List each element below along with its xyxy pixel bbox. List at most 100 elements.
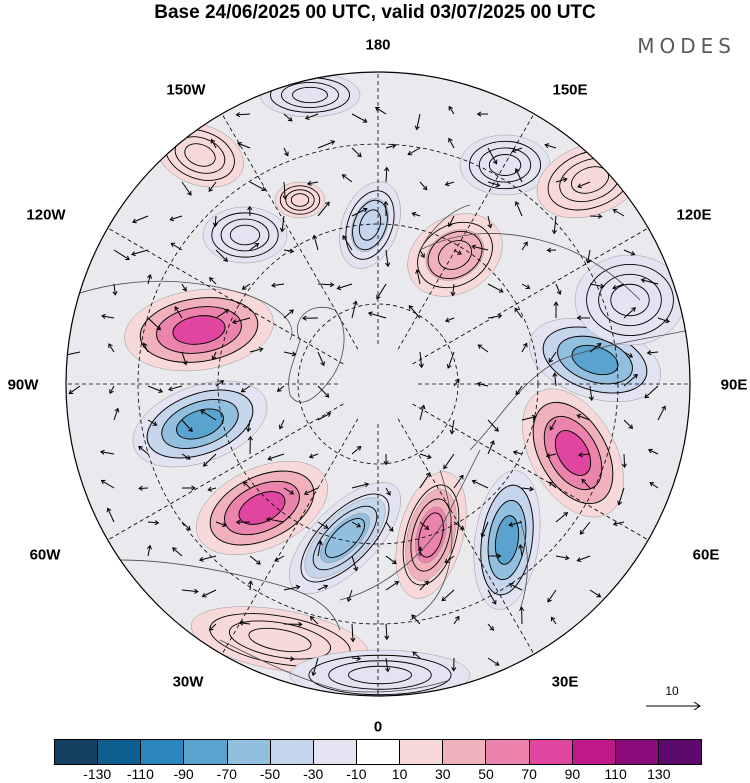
wind-vector xyxy=(589,343,602,353)
wind-vector-head xyxy=(523,241,528,247)
wind-vector-head xyxy=(182,360,188,366)
wind-vector xyxy=(623,453,626,468)
wind-vector-head xyxy=(221,522,227,528)
wind-vector-head xyxy=(563,512,569,517)
wind-vector-head xyxy=(174,306,179,311)
wind-vector xyxy=(555,512,568,523)
circulation-streamline xyxy=(557,335,633,385)
wind-vector xyxy=(170,242,183,251)
wind-vector xyxy=(351,113,368,123)
wind-vector xyxy=(317,140,335,149)
wind-vector-head xyxy=(384,166,390,172)
wind-vector xyxy=(487,440,495,455)
wind-vector xyxy=(512,147,523,152)
colorbar-tick-label: 130 xyxy=(647,766,671,782)
coastline xyxy=(119,559,341,631)
wind-vector-head xyxy=(508,582,514,588)
wind-vector xyxy=(648,449,659,455)
wind-vector-head xyxy=(564,555,570,561)
wind-vector-head xyxy=(114,407,120,413)
wind-vector-head xyxy=(497,313,503,319)
wind-vector xyxy=(587,249,591,263)
wind-vector-head xyxy=(317,540,323,546)
circulation-streamline xyxy=(410,498,452,572)
wind-vector xyxy=(351,555,358,571)
wind-vector-head xyxy=(274,557,280,562)
wind-vector-head xyxy=(494,661,500,666)
circulation-streamline xyxy=(487,499,527,581)
wind-vector xyxy=(385,144,396,149)
wind-vector-head xyxy=(498,288,504,293)
wind-vector-head xyxy=(202,461,208,467)
wind-vector-head xyxy=(138,485,143,491)
negative-anomaly xyxy=(459,134,551,196)
wind-vector-head xyxy=(495,182,501,188)
colorbar-segment xyxy=(270,740,314,764)
wind-vector xyxy=(579,521,591,535)
wind-vector xyxy=(521,241,528,251)
meridian-line xyxy=(221,418,359,655)
coastline xyxy=(469,329,690,451)
wind-vector-head xyxy=(514,200,520,206)
wind-vector-head xyxy=(547,597,552,603)
wind-vector-head xyxy=(454,615,460,621)
wind-vector-head xyxy=(411,211,417,217)
wind-vector-head xyxy=(356,655,362,662)
wind-vector xyxy=(208,181,217,192)
wind-vector-head xyxy=(271,282,276,288)
wind-vector xyxy=(375,107,387,115)
circulation-streamline xyxy=(488,154,522,176)
wind-vector-head xyxy=(551,229,558,235)
wind-vector-head xyxy=(100,449,105,455)
colorbar-tick-label: 70 xyxy=(521,766,537,782)
colorbar-segment xyxy=(486,740,530,764)
wind-vector xyxy=(385,487,391,496)
wind-vector xyxy=(108,343,115,353)
wind-vector xyxy=(271,283,285,287)
wind-vector-head xyxy=(492,159,498,165)
wind-vector-head xyxy=(514,307,520,313)
wind-vector xyxy=(211,139,217,149)
wind-vector xyxy=(549,481,557,489)
circulation-streamline xyxy=(139,297,259,363)
wind-vector xyxy=(376,283,387,299)
wind-vector xyxy=(66,351,81,357)
wind-vector xyxy=(181,419,193,432)
wind-vector xyxy=(209,623,217,631)
wind-vector-head xyxy=(282,195,288,200)
wind-vector-head xyxy=(246,427,252,433)
circulation-streamline xyxy=(469,140,541,190)
wind-vector-head xyxy=(525,284,531,289)
colorbar-segment xyxy=(615,740,659,764)
wind-vector-head xyxy=(238,620,244,626)
wind-vector xyxy=(411,614,421,625)
wind-vector-head xyxy=(508,522,514,527)
wind-vector-head xyxy=(350,637,356,643)
positive-anomaly xyxy=(407,213,503,297)
wind-vector xyxy=(487,147,498,164)
wind-vector xyxy=(545,144,557,149)
wind-vector xyxy=(209,277,217,285)
wind-vector-head xyxy=(631,307,636,312)
wind-vector xyxy=(478,344,489,353)
colorbar-tick-label: -130 xyxy=(83,766,112,782)
wind-vector xyxy=(241,385,251,393)
circulation-streamline xyxy=(532,401,614,505)
wind-vector xyxy=(351,208,368,217)
coastlines xyxy=(66,204,690,693)
wind-vector-head xyxy=(291,351,297,357)
wind-vector-head xyxy=(367,311,373,317)
wind-vector xyxy=(589,283,604,288)
wind-vector-head xyxy=(448,105,454,111)
wind-vector xyxy=(385,581,399,591)
wind-vector xyxy=(618,487,625,505)
wind-vector xyxy=(453,379,460,387)
wind-vector xyxy=(283,586,300,591)
wind-vector-head xyxy=(585,258,591,264)
wind-vector-head xyxy=(309,616,315,621)
wind-vector xyxy=(317,541,322,557)
wind-vector-head xyxy=(425,472,431,477)
wind-vector-head xyxy=(211,355,217,361)
wind-vector-head xyxy=(418,363,424,369)
colorbar-segment xyxy=(658,740,702,764)
